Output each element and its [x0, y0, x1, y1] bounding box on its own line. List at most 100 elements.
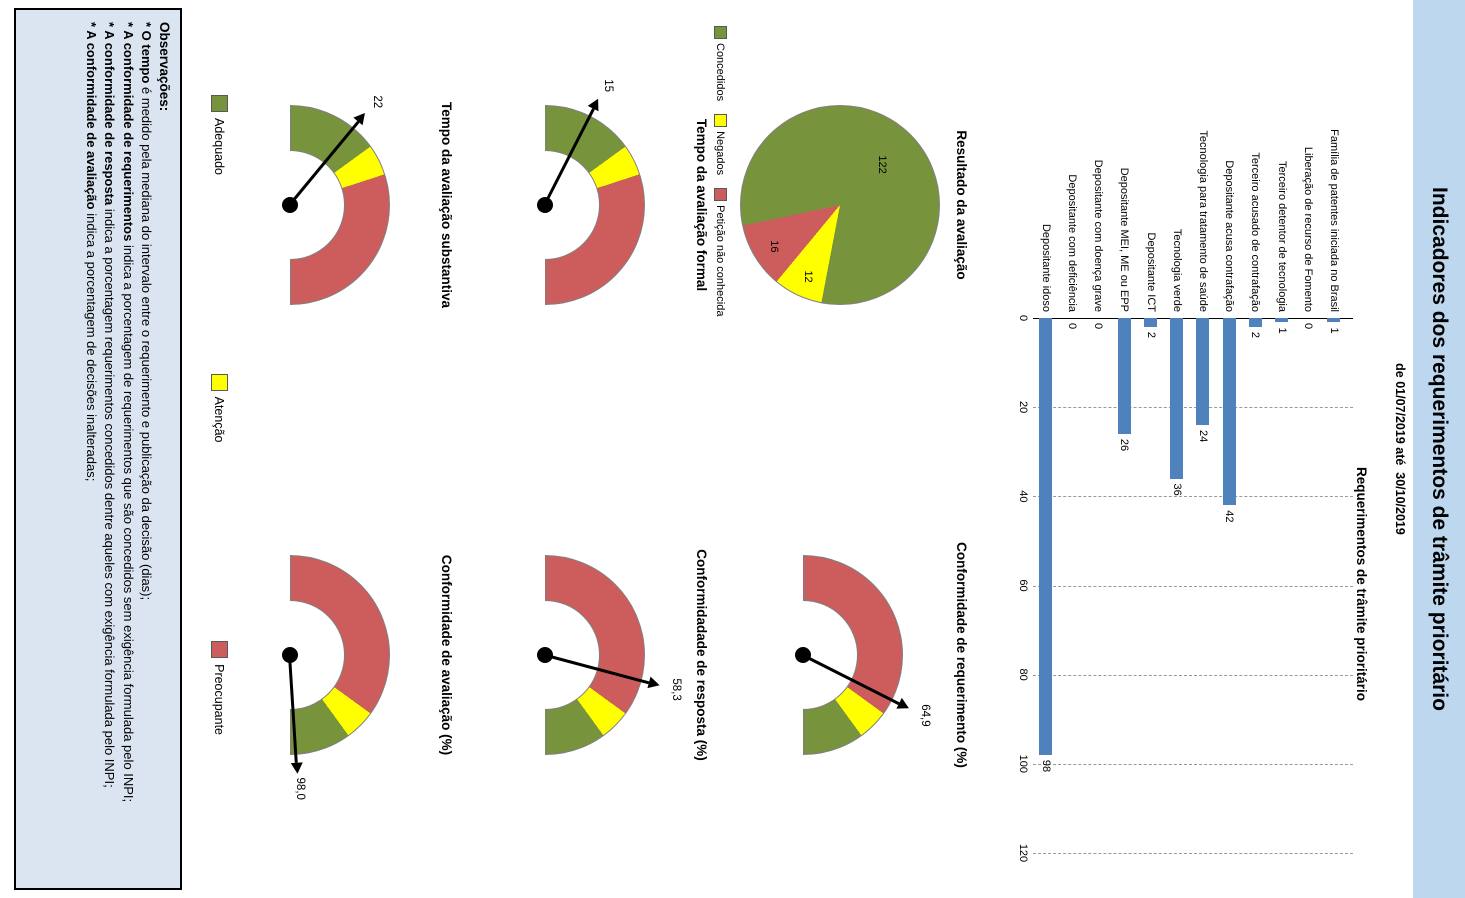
- category-label: Depositante ICT: [1144, 232, 1157, 312]
- axis-tick-label: 100: [1017, 754, 1029, 773]
- gauge-legend-item: Adequado: [211, 95, 228, 175]
- gridline: [1033, 763, 1353, 765]
- bar-value-label: 1: [1275, 327, 1288, 334]
- gauge-base-edge: [291, 105, 292, 150]
- observation-lead: * A conformidade de avaliação: [83, 22, 99, 210]
- gauge-pivot: [282, 197, 298, 213]
- bar: [1222, 318, 1236, 506]
- gauge-legend-swatch: [211, 95, 228, 112]
- gauge-base-edge: [546, 105, 547, 150]
- gauge-tempo-avaliacao-formal: Tempo da avaliação formal 15: [505, 0, 715, 410]
- bar: [1327, 318, 1341, 323]
- gauge-value-label: 58,3: [670, 678, 683, 701]
- page-title: Indicadores dos requerimentos de trâmite…: [1428, 187, 1451, 711]
- gauge-legend-item: Preocupante: [211, 641, 228, 735]
- legend-item: Petição não conhecida: [714, 188, 727, 316]
- bar: [1196, 318, 1210, 425]
- pie-chart: Resultado da avaliação 122 12 16 Concedido…: [683, 0, 975, 410]
- date-range: de 01/07/2019 até 30/10/2019: [1393, 363, 1407, 535]
- gauge-value-label: 98,0: [294, 777, 307, 800]
- legend-label: Negados: [714, 131, 727, 176]
- gauge-value-label: 22: [371, 95, 384, 109]
- observation-item: * A conformidade de avaliação indica a p…: [81, 22, 99, 876]
- gauge-legend-label: Atenção: [212, 396, 227, 443]
- observations-list: * O tempo é medido pela mediana do inter…: [81, 22, 155, 876]
- category-label: Terceiro acusado de contrafação: [1249, 152, 1262, 312]
- observations-heading: Observações:: [157, 22, 172, 112]
- pie-value-label: 16: [768, 240, 781, 253]
- category-label: Tecnologia verde: [1170, 228, 1183, 312]
- bar-value-label: 2: [1144, 331, 1157, 339]
- gauge-base-edge: [804, 555, 805, 600]
- observation-lead: * A conformidade de resposta: [102, 22, 118, 206]
- axis-line: [1033, 318, 1353, 319]
- gauge-pivot: [795, 647, 811, 663]
- axis-tick-label: 0: [1017, 314, 1029, 322]
- gauge-graphic: 98,0: [282, 555, 390, 800]
- gauge-legend: Adequado Atenção Preocupante: [211, 95, 228, 735]
- pie-value-label: 122: [875, 155, 888, 174]
- gauge-value-label: 64,9: [918, 704, 931, 727]
- gauge-ring-clip: [803, 555, 903, 755]
- gauge-conformidade-avaliacao: Conformidade de avaliação (%) 98,0: [250, 440, 460, 870]
- gridline: [1033, 496, 1353, 498]
- bar-value-label: 36: [1170, 483, 1183, 496]
- observation-item: * A conformidade de resposta indica a po…: [100, 22, 118, 876]
- observation-rest: indica a porcentagem de decisões inalter…: [83, 209, 99, 482]
- bar: [1248, 318, 1262, 327]
- bar: [1039, 318, 1053, 755]
- category-label: Depositante idoso: [1039, 223, 1052, 312]
- gridline: [1033, 674, 1353, 676]
- gauge-title: Conformidadade de resposta (%): [694, 549, 709, 761]
- gauge-base-edge: [546, 260, 547, 305]
- bar-value-label: 2: [1249, 331, 1262, 339]
- gauge-graphic: 15: [537, 79, 645, 305]
- bar-value-label: 0: [1301, 323, 1314, 330]
- bar-chart: Requerimentos de trâmite prioritário 0 2 0…: [1001, 0, 1373, 898]
- gauge-base-edge: [804, 710, 805, 755]
- bar-value-label: 0: [1066, 323, 1078, 330]
- bar: [1275, 318, 1289, 323]
- gauge-title: Tempo da avaliação formal: [694, 118, 709, 292]
- gridline: [1033, 585, 1353, 587]
- gauge-graphic: 58,3: [537, 555, 682, 755]
- observation-lead: * O tempo: [139, 22, 154, 84]
- gauge-title: Conformidade de avaliação (%): [439, 554, 454, 756]
- bar-value-label: 24: [1197, 430, 1209, 443]
- bar-value-label: 0: [1092, 323, 1105, 330]
- observation-item: * A conformidade de requerimentos indica…: [118, 22, 136, 876]
- axis-tick-label: 60: [1017, 579, 1029, 592]
- observations-box: Observações: * O tempo é medido pela med…: [14, 8, 182, 890]
- observation-lead: * A conformidade de requerimentos: [120, 22, 136, 242]
- legend-item: Negados: [714, 114, 727, 175]
- gauge-title: Tempo da avaliação substantiva: [439, 101, 454, 309]
- bar-value-label: 42: [1223, 510, 1236, 523]
- gauge-ring-clip: [545, 555, 645, 755]
- gauge-ring-clip: [290, 555, 390, 755]
- gauge-pivot: [537, 647, 553, 663]
- gauge-legend-label: Adequado: [212, 118, 227, 176]
- gauge-ring-clip: [290, 105, 390, 305]
- gauge-ring-clip: [545, 105, 645, 305]
- gridline: [1033, 853, 1353, 854]
- legend-swatch: [714, 26, 727, 39]
- gauge-base-edge: [546, 555, 547, 600]
- gauge-pivot: [282, 647, 298, 663]
- category-label: Terceiro detentor de tecnologia: [1275, 160, 1288, 312]
- bar: [1117, 318, 1131, 434]
- bar-chart-title: Requerimentos de trâmite prioritário: [1354, 466, 1369, 702]
- gauge-tempo-avaliacao-substantiva: Tempo da avaliação substantiva 22: [250, 0, 460, 410]
- bar-value-label: 1: [1328, 327, 1340, 334]
- title-band: Indicadores dos requerimentos de trâmite…: [1413, 0, 1465, 898]
- observation-rest: indica a porcentagem requerimentos conce…: [102, 205, 118, 788]
- pie-chart-title: Resultado da avaliação: [954, 130, 969, 280]
- gauge-conformidade-requerimento: Conformidade de requerimento (%) 64,9: [765, 440, 975, 870]
- gridline: [1033, 407, 1353, 409]
- category-label: Depositante MEI, ME ou EPP: [1118, 167, 1131, 312]
- axis-tick-label: 40: [1017, 490, 1029, 503]
- gauge-needle-arrow: [647, 676, 662, 691]
- legend-label: Concedidos: [714, 43, 727, 102]
- gauge-graphic: 64,9: [795, 555, 931, 755]
